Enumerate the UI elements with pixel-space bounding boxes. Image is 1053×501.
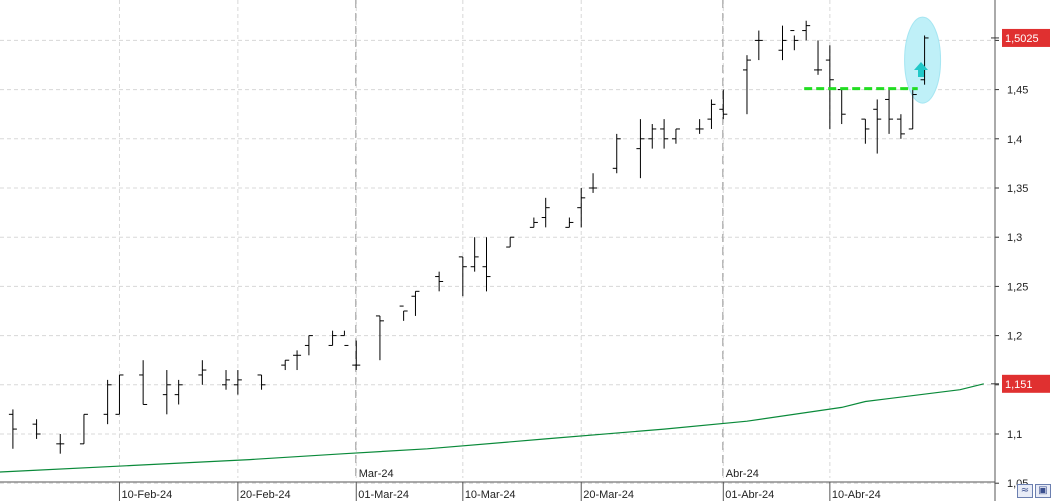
ohlc-bar [671,128,680,144]
ohlc-bar [814,40,823,75]
y-tick-label: 1,2 [1007,331,1022,343]
ohlc-bar [778,25,787,61]
price-tag-box [1002,374,1050,393]
ohlc-bar [695,119,704,134]
ohlc-bar [648,124,657,149]
ohlc-bar [257,374,266,390]
ohlc-bar [506,236,515,248]
ohlc-bar [328,330,337,346]
moving-average-tag: 1,151 [991,374,1050,393]
ohlc-bar [222,370,231,390]
ohlc-bar [660,119,669,149]
ohlc-bar [636,119,645,179]
moving-average-line [0,383,984,473]
price-tag-box [1002,28,1050,47]
ohlc-bar [174,379,183,405]
ohlc-bar [115,374,124,415]
y-tick-label: 1,25 [1007,281,1028,293]
ohlc-bar [589,173,598,193]
y-tick-label: 1,35 [1007,183,1028,195]
ohlc-bar [577,188,586,228]
y-tick-label: 1,3 [1007,232,1022,244]
ohlc-bar [233,370,242,395]
x-tick-label: 10-Feb-24 [121,489,172,501]
ohlc-bar [32,419,41,439]
x-tick-label: 10-Abr-24 [832,489,881,501]
ohlc-bar [304,335,313,356]
y-tick-label: 1,1 [1007,429,1022,441]
ohlc-bar [198,360,207,385]
ohlc-bar [529,217,538,228]
ohlc-bar [8,409,17,449]
ohlc-bar [861,118,870,144]
ohlc-bar [458,256,467,297]
ohlc-bar [802,20,811,41]
ohlc-bar [56,434,65,454]
moving-average-layer [0,383,984,473]
ohlc-bar [754,30,763,61]
ohlc-bar [139,360,148,405]
ohlc-bar [281,359,290,371]
ohlc-bar [375,315,384,361]
up-arrow-icon [914,62,928,77]
y-tick-label: 1,45 [1007,85,1028,97]
ohlc-bar [565,217,574,228]
ohlc-bar [399,305,408,321]
x-tick-label: 20-Mar-24 [583,489,634,501]
ohlc-bar [742,55,751,115]
ohlc-bar [873,99,882,154]
ohlc-bar [293,350,302,371]
month-separators: Mar-24 Abr-24 [355,0,759,480]
highlight-layer [904,16,942,104]
ohlc-bar [482,237,491,292]
ohlc-bar [896,114,905,139]
ohlc-bar [470,237,479,272]
month-label: Abr-24 [726,468,759,480]
x-tick-label: 20-Feb-24 [240,489,291,501]
x-tick-label: 01-Abr-24 [725,489,774,501]
ohlc-bar [162,370,171,415]
scale-toggle-icon[interactable]: ≈ [1017,484,1033,498]
ohlc-bar [612,133,621,174]
ohlc-bar [790,30,799,51]
last-price-tag: 1,5025 [991,28,1050,47]
ohlc-bar [352,340,361,371]
ohlc-bar [79,413,88,445]
ohlc-bar [411,290,420,316]
ohlc-bar [435,271,444,292]
annotation-layer [804,62,928,91]
ohlc-bar [707,99,716,129]
month-label: Mar-24 [359,468,394,480]
ohlc-bar [103,379,112,425]
ohlc-bar [541,197,550,228]
x-tick-label: 10-Mar-24 [465,489,516,501]
save-icon[interactable]: ▣ [1035,484,1051,498]
breakout-highlight-ellipse [904,16,942,104]
ohlc-bars-layer [8,20,929,454]
y-tick-label: 1,4 [1007,134,1022,146]
ohlc-bar [920,35,929,85]
price-tag-label: 1,5025 [1005,33,1039,45]
ohlc-bar [719,89,728,120]
price-tag-label: 1,151 [1005,379,1033,391]
ohlc-bar [908,89,917,130]
ohlc-bar [885,89,894,134]
ohlc-bar [340,330,349,346]
x-tick-label: 01-Mar-24 [358,489,409,501]
